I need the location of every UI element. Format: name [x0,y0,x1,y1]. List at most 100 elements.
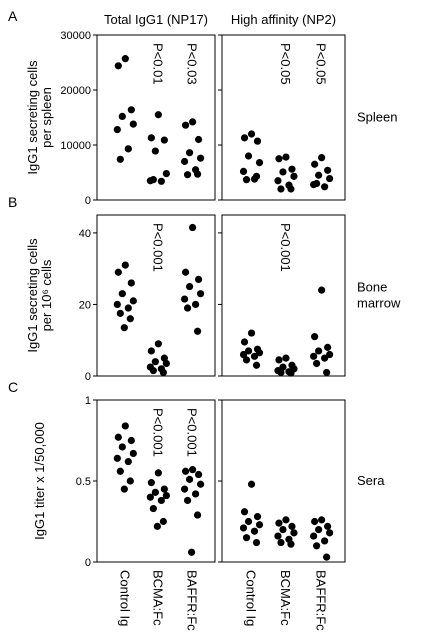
data-point [253,513,262,521]
data-point [282,153,290,161]
data-point [242,356,251,364]
data-point [239,524,248,532]
column-title: High affinity (NP2) [231,12,336,27]
data-point [252,361,261,369]
row-label: Bone [357,280,387,295]
data-point [129,297,137,305]
data-point [282,354,290,362]
data-point [114,62,122,70]
x-tick-label: Control Ig [117,570,132,626]
data-point [275,519,283,527]
data-point [114,268,122,276]
data-point [288,522,296,530]
data-point [116,309,124,317]
y-tick-label: 0 [85,371,91,383]
data-point [326,350,334,359]
data-point [113,454,121,462]
data-point [196,480,205,488]
data-point [127,106,135,114]
data-point [154,469,162,477]
data-point [116,155,124,163]
data-point [183,304,192,312]
data-point [244,152,253,160]
p-value: P<0.05 [278,43,293,85]
data-point [120,485,128,493]
p-value: P<0.001 [185,408,200,457]
data-point [244,347,253,355]
data-point [160,136,168,144]
data-point [287,369,295,377]
data-point [196,290,205,298]
data-point [194,275,203,283]
data-point [157,496,165,505]
p-value: P<0.03 [185,43,200,85]
data-point [315,526,323,534]
column-title: Total IgG1 (NP17) [104,12,208,27]
data-point [324,166,332,174]
data-point [277,538,285,547]
data-point [326,529,334,537]
data-point [247,480,256,488]
data-point [159,368,167,377]
data-point [149,176,157,184]
data-point [118,290,126,298]
data-point [181,467,190,475]
x-tick-label: BCMA:Fc [278,570,293,626]
data-point [159,517,167,526]
y-tick-label: 0.5 [76,476,91,488]
data-point [188,223,197,232]
data-point [287,540,295,548]
data-point [121,55,129,63]
plot-frame [96,34,216,201]
data-point [277,185,285,193]
data-point [288,165,296,173]
data-point [324,343,332,351]
data-point [240,508,249,516]
y-axis-label: IgG1 secreting cells [25,238,40,353]
row-label: Spleen [357,110,397,125]
data-point [120,324,128,332]
data-point [242,176,251,184]
data-point [188,118,197,126]
data-point [146,493,154,501]
p-value: P<0.05 [314,43,329,85]
p-value: P<0.001 [150,408,165,457]
data-point [193,170,202,178]
data-point [311,333,319,341]
data-point [185,282,194,291]
data-point [255,159,264,167]
data-point [287,185,295,193]
y-axis-label: per 10⁶ cells [39,259,54,331]
plot-frame [221,214,346,377]
data-point [129,120,137,128]
y-tick-label: 30000 [60,30,91,42]
data-point [116,467,124,475]
data-point [252,538,261,547]
data-point [311,517,319,526]
plot-frame [96,214,216,377]
data-point [118,112,126,120]
data-point [191,300,200,309]
data-point [279,526,287,534]
panel-label: C [8,379,18,395]
p-value: P<0.01 [150,43,165,85]
data-point [277,368,285,377]
data-point [242,534,251,542]
y-tick-label: 40 [79,228,91,240]
data-point [147,347,155,355]
data-point [127,279,135,287]
data-point [321,183,329,191]
y-tick-label: 20 [79,299,91,311]
data-point [124,457,132,466]
data-point [250,352,259,360]
data-point [154,111,162,119]
data-point [313,179,321,188]
data-point [180,295,189,303]
data-point [247,329,256,337]
data-point [321,354,329,362]
data-point [151,358,159,366]
data-point [149,504,157,513]
data-point [310,532,318,540]
y-tick-label: 0 [85,557,91,569]
data-point [147,479,155,487]
